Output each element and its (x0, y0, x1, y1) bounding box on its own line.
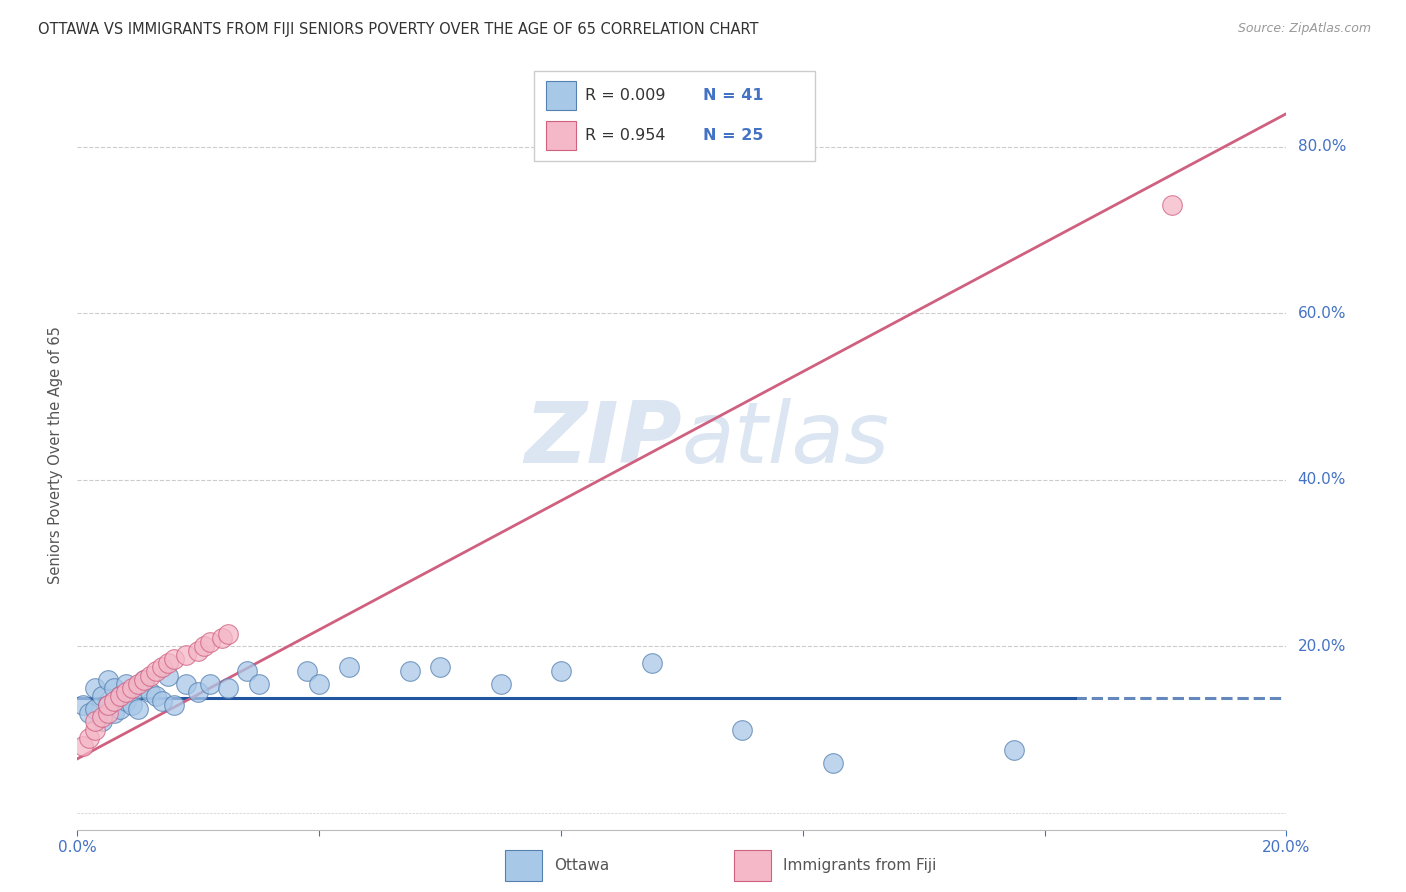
Text: Source: ZipAtlas.com: Source: ZipAtlas.com (1237, 22, 1371, 36)
Point (247, 677, 270, 691)
Point (79, 706, 101, 720)
Point (90, 710, 112, 724)
Point (121, 698, 143, 712)
Point (108, 702, 131, 716)
Text: R = 0.954: R = 0.954 (585, 128, 665, 143)
Text: 60.0%: 60.0% (1298, 306, 1346, 321)
Point (211, 631, 233, 645)
Point (157, 656, 180, 670)
Point (187, 685, 209, 699)
Point (84, 714, 107, 729)
Text: atlas: atlas (682, 399, 890, 482)
Text: 40.0%: 40.0% (1298, 473, 1346, 487)
Point (96, 698, 118, 712)
Point (641, 656, 664, 670)
Point (84, 681, 107, 695)
Point (79, 731, 101, 745)
Point (114, 677, 136, 691)
Point (308, 677, 330, 691)
Point (96, 673, 118, 687)
Point (550, 665, 572, 679)
Point (200, 635, 222, 649)
Text: 80.0%: 80.0% (1298, 139, 1346, 154)
Point (90, 690, 112, 704)
Text: R = 0.009: R = 0.009 (585, 88, 665, 103)
Text: OTTAWA VS IMMIGRANTS FROM FIJI SENIORS POVERTY OVER THE AGE OF 65 CORRELATION CH: OTTAWA VS IMMIGRANTS FROM FIJI SENIORS P… (38, 22, 758, 37)
Point (145, 665, 167, 679)
Point (174, 648, 197, 662)
Point (218, 627, 240, 641)
Point (121, 685, 143, 699)
Point (821, 756, 844, 770)
FancyBboxPatch shape (546, 81, 576, 110)
FancyBboxPatch shape (546, 121, 576, 150)
Point (84, 723, 107, 737)
Point (163, 698, 186, 712)
Text: Ottawa: Ottawa (554, 858, 610, 872)
Point (399, 665, 422, 679)
FancyBboxPatch shape (734, 849, 770, 881)
Point (145, 690, 167, 704)
Point (337, 660, 360, 674)
Point (72, 739, 94, 754)
Point (1004, 743, 1026, 757)
Text: Immigrants from Fiji: Immigrants from Fiji (783, 858, 936, 872)
Text: N = 41: N = 41 (703, 88, 763, 103)
Point (114, 685, 136, 699)
Point (121, 681, 143, 695)
Point (84, 702, 107, 716)
Point (218, 681, 240, 695)
Point (157, 668, 180, 682)
Point (127, 681, 149, 695)
Point (103, 693, 125, 707)
Y-axis label: Seniors Poverty Over the Age of 65: Seniors Poverty Over the Age of 65 (48, 326, 63, 584)
Point (103, 681, 125, 695)
Point (114, 693, 136, 707)
Point (96, 706, 118, 720)
Point (72, 698, 94, 712)
Point (489, 677, 512, 691)
Point (174, 677, 197, 691)
Point (132, 673, 155, 687)
Text: N = 25: N = 25 (703, 128, 763, 143)
Point (187, 643, 209, 657)
Point (200, 677, 222, 691)
Point (163, 652, 186, 666)
Text: ZIP: ZIP (524, 399, 682, 482)
Point (127, 702, 149, 716)
Point (108, 690, 131, 704)
Point (235, 665, 257, 679)
Point (429, 660, 451, 674)
Point (150, 660, 173, 674)
Point (103, 706, 125, 720)
Point (108, 690, 131, 704)
FancyBboxPatch shape (505, 849, 543, 881)
FancyBboxPatch shape (534, 71, 815, 161)
Point (295, 665, 318, 679)
Point (150, 693, 173, 707)
Point (1160, 198, 1182, 212)
Point (96, 698, 118, 712)
Point (193, 640, 215, 654)
Point (132, 673, 155, 687)
Point (90, 714, 112, 729)
Point (139, 668, 162, 682)
Point (731, 723, 754, 737)
Text: 20.0%: 20.0% (1298, 639, 1346, 654)
Point (139, 685, 162, 699)
Point (127, 677, 149, 691)
